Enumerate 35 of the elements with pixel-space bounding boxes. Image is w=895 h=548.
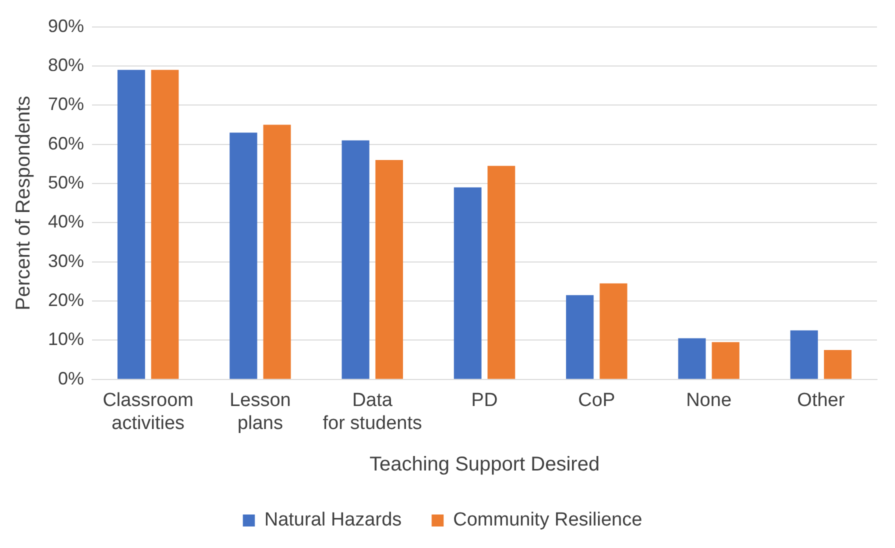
bar (117, 70, 146, 379)
bar (566, 295, 594, 379)
y-tick-label: 50% (48, 172, 84, 192)
x-tick-label: None (686, 390, 732, 412)
legend-label: Natural Hazards (264, 510, 402, 531)
y-tick-label: 90% (48, 16, 84, 36)
legend-label: Community Resilience (453, 510, 642, 531)
bar (263, 124, 291, 379)
bar (790, 330, 818, 379)
y-tick-label: 10% (48, 329, 84, 350)
y-axis-title: Percent of Respondents (12, 96, 35, 310)
x-tick-label: CoP (578, 390, 616, 412)
x-tick-label: Data for students (322, 390, 422, 434)
y-tick-label: 0% (58, 368, 84, 388)
bar (151, 70, 179, 379)
bar (712, 342, 740, 379)
y-tick-label: 70% (48, 94, 84, 114)
x-tick-label: Classroom activities (102, 390, 194, 434)
bar (375, 160, 403, 379)
bar (342, 140, 370, 379)
x-tick-label: Other (797, 390, 846, 412)
y-tick-label: 40% (48, 212, 84, 232)
x-tick-label: Lesson plans (230, 390, 291, 434)
y-tick-label: 60% (48, 133, 84, 154)
y-tick-label: 20% (48, 290, 84, 310)
y-tick-label: 80% (48, 54, 84, 75)
bar (488, 166, 516, 379)
bar (678, 338, 706, 379)
x-tick-label: PD (471, 390, 498, 412)
bar (600, 283, 628, 379)
y-tick-label: 30% (48, 250, 84, 271)
bar (454, 187, 482, 379)
bar (230, 132, 258, 379)
x-axis-title: Teaching Support Desired (369, 454, 600, 476)
bar (824, 350, 852, 379)
